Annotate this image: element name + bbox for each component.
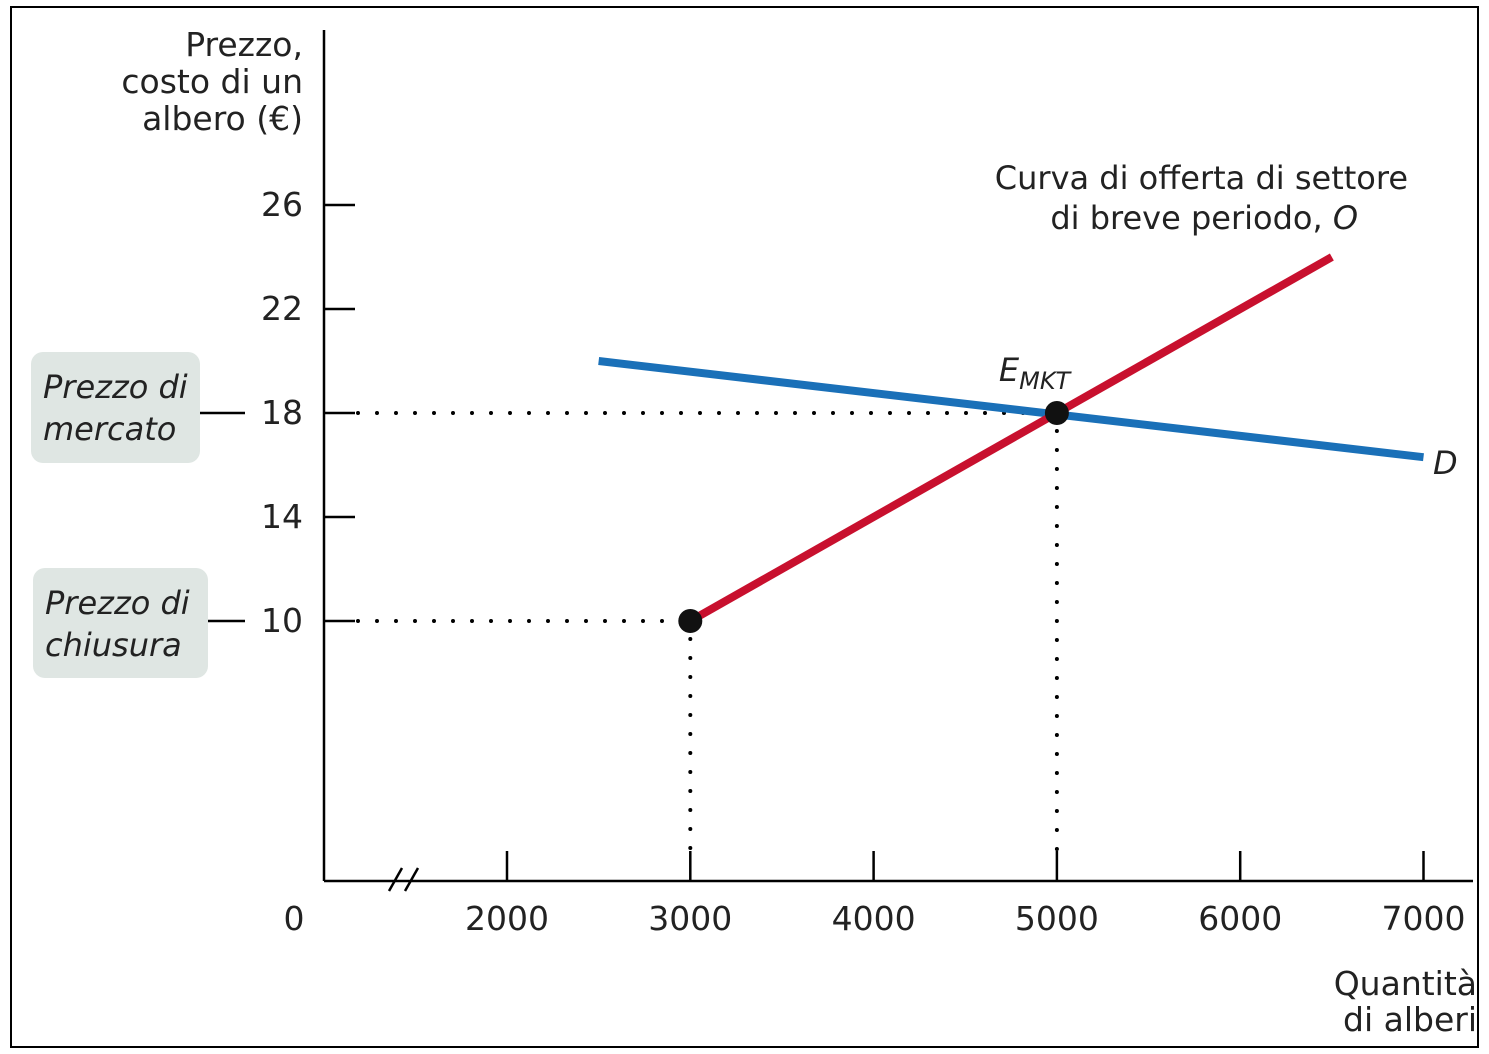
x-tick-label-3000: 3000 [648,899,732,938]
callout-market-price-line-1: Prezzo di [43,368,188,406]
x-tick-label-5000: 5000 [1015,899,1099,938]
y-tick-label-18: 18 [261,393,303,432]
x-origin-label: 0 [284,899,305,938]
chart-frame [10,6,1479,1048]
y-tick-label-14: 14 [261,497,303,536]
callout-market-price-line-2: mercato [43,410,177,448]
demand-curve-label: D [1433,444,1458,482]
y-axis-title-line-3: albero (€) [142,99,303,138]
axis-break-mark-2 [403,867,420,892]
y-axis-title-line-1: Prezzo, [185,25,303,64]
y-tick-label-10: 10 [261,601,303,640]
x-tick-label-2000: 2000 [465,899,549,938]
callout-shutdown-price: Prezzo di chiusura [33,568,208,678]
callout-shutdown-price-line-1: Prezzo di [45,584,190,622]
point-1 [678,609,703,633]
y-tick-label-26: 26 [261,185,303,224]
axis-break-mark-1 [387,867,404,892]
series-line-d [598,357,1424,462]
x-tick-label-6000: 6000 [1198,899,1282,938]
x-tick-label-4000: 4000 [832,899,916,938]
y-axis-title-line-2: costo di un [121,62,303,101]
point-label-equilibrium: EMKT [999,351,1073,395]
callout-market-price: Prezzo di mercato [31,352,200,463]
supply-curve-label-line-2: di breve periodo, O [1050,199,1358,237]
x-axis-title-line-1: Quantità [1334,964,1477,1003]
callout-shutdown-price-line-2: chiusura [45,626,182,664]
series-line-o [688,253,1334,625]
x-tick-label-7000: 7000 [1382,899,1466,938]
y-tick-label-22: 22 [261,289,303,328]
supply-curve-label-line-1: Curva di offerta di settore [995,159,1408,197]
point-2 [1044,401,1069,425]
x-axis-title-line-2: di alberi [1343,1000,1477,1039]
